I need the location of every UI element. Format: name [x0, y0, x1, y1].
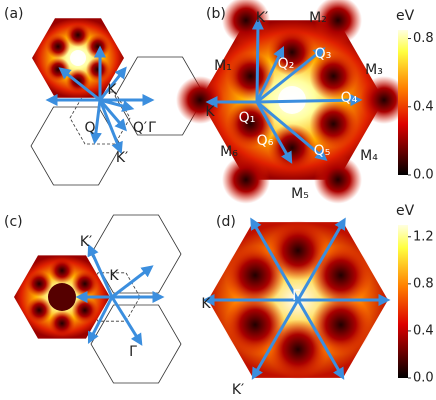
point-label: K′ [232, 382, 244, 398]
point-label: K [109, 268, 119, 284]
heat-center [48, 283, 76, 311]
heat-spot [49, 257, 75, 284]
arrow [255, 45, 285, 103]
arrow [87, 296, 114, 345]
point-label: Γ [292, 288, 300, 304]
arrow [89, 99, 102, 145]
point-label: M₄ [360, 148, 378, 164]
point-label: K′ [116, 150, 128, 166]
panel-tag: (c) [4, 214, 23, 230]
arrow [256, 100, 328, 161]
heat-spot [49, 310, 75, 337]
colorbar-tick-label: 0.0 [413, 371, 434, 386]
arrow [251, 17, 264, 103]
point-label: Γ [148, 120, 156, 136]
bz-outline [114, 56, 206, 136]
heat-spot [268, 123, 316, 172]
heat-spot [309, 52, 358, 101]
heat-spot [66, 23, 90, 47]
arrow [110, 296, 143, 346]
point-label: K′ [256, 10, 268, 26]
arrow [255, 101, 293, 164]
colorbar-tick-label: 0.0 [413, 168, 434, 183]
point-label: Q′ [133, 120, 147, 136]
arrow [111, 265, 154, 299]
heat-spot [222, 155, 270, 204]
arrow [58, 67, 101, 102]
panel-tag: (d) [216, 214, 236, 230]
arrow [99, 98, 135, 112]
point-label: Q [84, 120, 95, 136]
colorbar-tick-label: 1.2 [413, 229, 434, 244]
point-label: K [107, 82, 117, 98]
point-label: Q₂ [278, 56, 295, 72]
colorbar [398, 225, 408, 378]
point-label: M₁ [214, 58, 232, 74]
point-label: M₅ [291, 186, 309, 202]
panel-tag: (b) [206, 6, 226, 22]
arrow [98, 66, 127, 101]
heat-spot [360, 76, 408, 124]
heat-spot [46, 57, 71, 82]
point-label: K [205, 104, 215, 120]
heat-spot [314, 155, 362, 204]
point-label: M₂ [309, 10, 327, 26]
colorbar-tick-label: 0.8 [413, 276, 434, 291]
point-label: Q₆ [257, 133, 274, 149]
heat-spot [309, 99, 358, 148]
point-label: M₆ [220, 144, 238, 160]
point-label: Γ [129, 344, 137, 360]
heat-spot [46, 34, 71, 59]
colorbar [398, 30, 408, 175]
arrow [98, 99, 123, 155]
arrow [87, 243, 114, 298]
arrow [98, 99, 127, 132]
heat-center [70, 50, 86, 66]
arrow [251, 217, 346, 380]
panel-tag: (a) [4, 6, 24, 22]
colorbar-tick-label: 0.8 [413, 31, 434, 46]
heat-spot [26, 297, 53, 324]
colorbar-tick-label: 0.4 [413, 99, 434, 114]
point-label: M₃ [365, 62, 383, 78]
heat-spot [314, 0, 362, 45]
heat-spot [85, 57, 110, 82]
artwork [14, 0, 411, 384]
point-label: Q₄ [341, 90, 358, 106]
heat-spot [26, 270, 53, 297]
heat-spot [310, 245, 371, 306]
colorbar-unit: eV [396, 203, 415, 219]
heat-spot [85, 34, 110, 59]
colorbar-unit: eV [396, 8, 415, 24]
arrow [256, 94, 363, 107]
point-label: Q₅ [314, 143, 331, 159]
colorbar-tick-label: 0.4 [413, 323, 434, 338]
heat-spot [176, 76, 224, 124]
point-label: Q₁ [239, 110, 256, 126]
point-label: K [201, 296, 211, 312]
heat-spot [71, 270, 98, 297]
point-label: K′ [80, 234, 92, 250]
arrow [256, 47, 326, 104]
point-label: Q₃ [315, 46, 332, 62]
labels: eV 0.0 0.4 0.8 eV 0.0 0.4 0.8 1.2 (a) K Γ Q Q′ K′ (b) K′… [4, 6, 434, 398]
heat-spot [71, 297, 98, 324]
